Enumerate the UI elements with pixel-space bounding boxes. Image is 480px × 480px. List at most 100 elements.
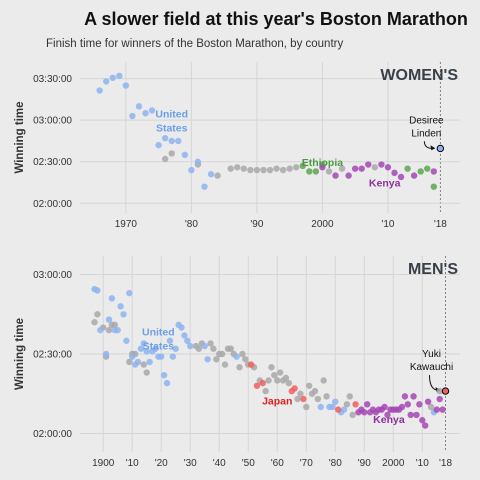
data-point — [332, 172, 339, 179]
womens-panel: 1970 '80 '90 2000 '10 '18 02:00:00 02:30:00 03:0… — [14, 62, 460, 230]
data-point — [242, 356, 249, 363]
data-point — [172, 345, 179, 352]
x-tick-label: '60 — [271, 458, 284, 469]
data-point — [365, 161, 372, 168]
data-point — [155, 141, 162, 149]
data-point — [300, 395, 307, 403]
data-point — [410, 393, 417, 400]
data-point — [247, 361, 255, 368]
data-point — [109, 74, 116, 81]
annotation-arrow — [428, 375, 440, 391]
annotation-text: Yuki Kawauchi — [410, 349, 453, 373]
data-point — [187, 342, 194, 350]
y-axis-title: Winning time — [14, 101, 26, 173]
y-tick-label: 02:30:00 — [33, 157, 72, 168]
x-tick-label: 2000 — [311, 219, 334, 230]
data-point — [436, 395, 443, 403]
y-tick-label: 02:00:00 — [33, 429, 72, 440]
data-point — [105, 326, 113, 334]
data-point — [120, 311, 127, 318]
x-tick-label: '18 — [434, 219, 447, 230]
data-point — [108, 295, 116, 302]
data-point — [135, 103, 143, 110]
x-tick-label: '40 — [213, 458, 226, 469]
data-point — [122, 82, 130, 89]
data-point — [259, 379, 266, 387]
country-label: Ethiopia — [302, 157, 344, 169]
data-point — [161, 155, 169, 163]
data-point — [268, 364, 275, 371]
data-point — [311, 387, 319, 395]
data-point — [91, 319, 98, 326]
data-point — [152, 345, 159, 352]
data-point — [381, 403, 388, 411]
country-label: United States — [142, 326, 175, 352]
data-point — [158, 353, 165, 360]
y-tick-label: 03:00:00 — [33, 270, 72, 281]
data-point — [247, 166, 254, 174]
chart-title: A slower field at this year's Boston Mar… — [84, 9, 468, 29]
country-label: United States — [155, 108, 188, 134]
panel-label: MEN'S — [408, 261, 458, 278]
data-point — [221, 361, 229, 368]
data-point — [378, 161, 385, 168]
data-point — [97, 326, 104, 334]
data-point — [160, 371, 168, 379]
data-point — [94, 311, 101, 318]
data-point — [430, 168, 437, 175]
data-point — [218, 350, 226, 358]
x-tick-label: '80 — [185, 219, 198, 230]
data-point — [404, 401, 411, 408]
data-point — [271, 371, 278, 379]
data-point — [346, 393, 353, 400]
data-point — [94, 287, 101, 294]
data-point — [424, 398, 432, 405]
data-point — [262, 387, 269, 395]
data-point — [265, 377, 272, 384]
y-tick-label: 03:00:00 — [33, 116, 72, 127]
data-point — [253, 382, 261, 389]
data-point — [340, 406, 348, 413]
data-point — [276, 369, 284, 376]
data-point — [430, 183, 437, 190]
data-point — [416, 401, 423, 408]
data-point — [175, 137, 182, 145]
data-point — [168, 137, 175, 145]
x-tick-label: '70 — [300, 458, 313, 469]
data-point — [279, 166, 287, 174]
data-point — [137, 345, 145, 352]
data-point — [188, 166, 195, 174]
data-point — [273, 165, 280, 172]
data-point — [286, 165, 293, 172]
data-point — [96, 87, 103, 94]
data-point — [227, 345, 235, 352]
data-point — [117, 303, 124, 310]
x-tick-label: '18 — [439, 458, 452, 469]
data-point — [407, 411, 414, 419]
data-point — [111, 321, 119, 329]
data-point — [293, 164, 300, 171]
data-point — [320, 377, 327, 384]
data-point — [329, 403, 336, 411]
data-point — [146, 358, 153, 366]
data-point — [312, 168, 320, 175]
data-point — [401, 393, 409, 400]
data-point — [349, 411, 356, 419]
data-point — [404, 165, 411, 172]
data-point — [363, 401, 371, 408]
data-point — [323, 393, 330, 400]
data-point — [142, 110, 149, 117]
data-point — [343, 401, 351, 408]
data-point — [163, 379, 171, 387]
x-tick-label: '30 — [184, 458, 197, 469]
country-label: Kenya — [369, 178, 401, 190]
data-point — [129, 112, 136, 120]
data-point — [204, 356, 211, 363]
chart-subtitle: Finish time for winners of the Boston Ma… — [46, 38, 344, 50]
country-label: Japan — [262, 395, 292, 407]
data-point — [123, 337, 130, 344]
data-point — [352, 401, 359, 408]
data-point — [351, 165, 359, 172]
data-point — [297, 390, 304, 397]
